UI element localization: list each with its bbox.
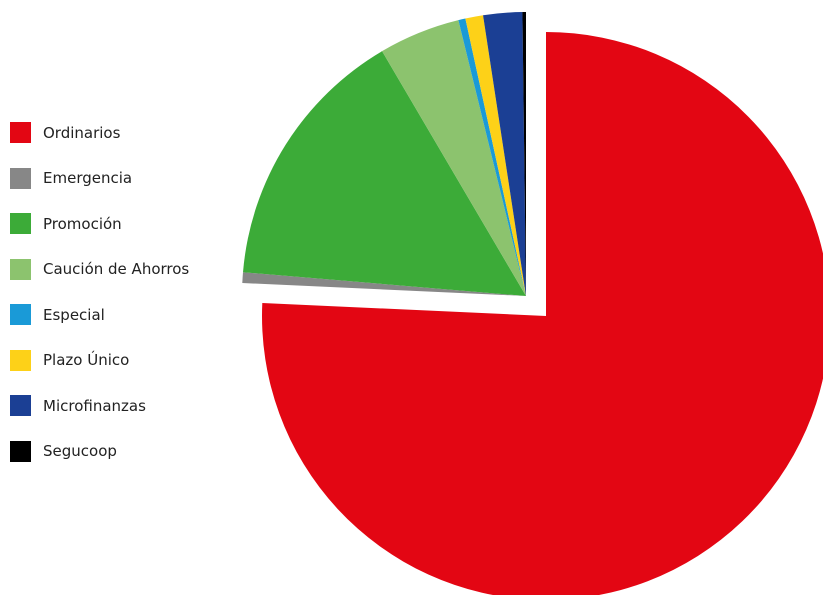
pie-slice-emergencia [242,272,527,296]
legend-swatch [10,440,31,462]
legend-item-especial: Especial [10,303,189,326]
legend-label: Microfinanzas [43,396,146,415]
legend-label: Caución de Ahorros [43,260,190,278]
legend-swatch [10,213,31,234]
legend-item-plazo-unico: Plazo Único [10,349,189,372]
legend-label: Promoción [43,214,122,233]
legend-label: Segucoop [43,442,117,460]
legend-label: Ordinarios [43,123,121,142]
legend-swatch [10,349,31,371]
legend-label: Plazo Único [43,351,130,369]
legend-item-caucion-de-ahorros: Caución de Ahorros [10,258,189,281]
legend-label: Especial [43,305,105,324]
legend-item-ordinarios: Ordinarios [10,121,189,144]
legend-swatch [10,122,31,143]
pie-slice-segucoop [522,11,526,297]
legend-swatch [10,395,31,416]
legend-swatch [10,304,31,325]
pie-slice-ordinarios [262,32,823,595]
legend-item-segucoop: Segucoop [10,440,189,463]
pie-slice-promocion [243,51,526,297]
legend: Ordinarios Emergencia Promoción Caución de … [10,121,189,485]
pie-slice-microfinanzas [483,12,526,297]
legend-item-emergencia: Emergencia [10,167,189,190]
pie-slice-plazo-unico [465,15,526,297]
pie-slice-caucion-de-ahorros [382,20,526,296]
legend-swatch [10,258,31,280]
legend-label: Emergencia [43,169,133,187]
legend-item-microfinanzas: Microfinanzas [10,394,189,417]
legend-swatch [10,167,31,189]
legend-item-promocion: Promoción [10,212,189,235]
pie-slice-especial [458,18,526,297]
